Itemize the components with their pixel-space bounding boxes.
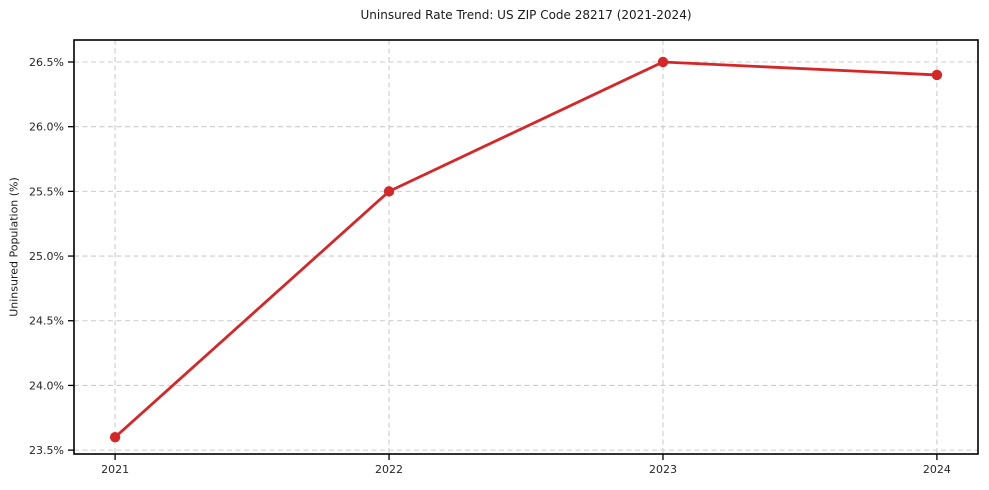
y-tick-label: 24.0%	[29, 379, 64, 392]
y-tick-label: 25.0%	[29, 250, 64, 263]
y-tick-label: 25.5%	[29, 185, 64, 198]
trend-line	[113, 60, 939, 439]
y-tick-label: 23.5%	[29, 444, 64, 457]
y-axis-label: Uninsured Population (%)	[7, 177, 21, 317]
data-point	[931, 69, 943, 81]
y-tick-label: 26.0%	[29, 121, 64, 134]
x-tick-label: 2024	[923, 463, 951, 476]
y-tick-label: 26.5%	[29, 56, 64, 69]
data-point	[109, 431, 121, 443]
y-tick-label: 24.5%	[29, 315, 64, 328]
data-point	[383, 186, 395, 197]
x-tick-label: 2022	[375, 463, 403, 476]
x-tick-label: 2021	[101, 463, 129, 476]
data-point	[657, 56, 669, 68]
plot-border	[73, 39, 979, 455]
chart-title: Uninsured Rate Trend: US ZIP Code 28217 …	[360, 8, 692, 22]
x-tick-label: 2023	[649, 463, 677, 476]
